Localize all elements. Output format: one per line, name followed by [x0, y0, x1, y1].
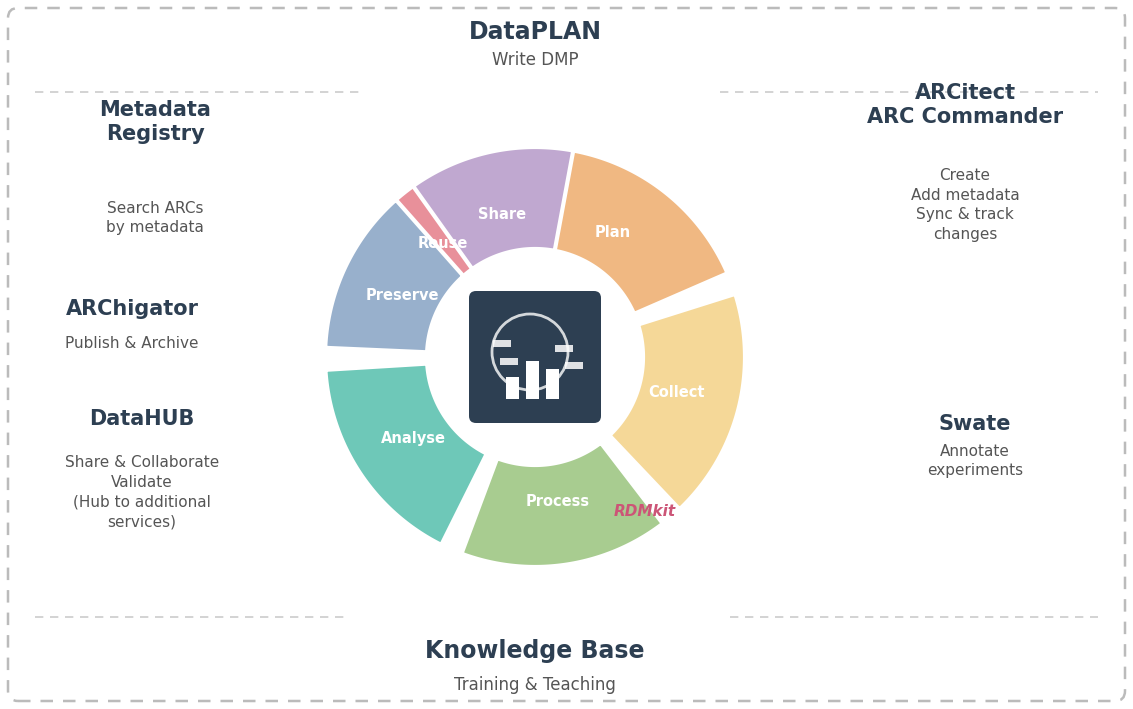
Bar	[546, 369, 559, 399]
Bar	[500, 358, 518, 365]
Polygon shape	[461, 442, 663, 567]
Bar	[506, 377, 519, 399]
Text: ARCitect
ARC Commander: ARCitect ARC Commander	[867, 83, 1063, 127]
Bar	[555, 345, 573, 352]
Bar	[493, 340, 511, 347]
Text: Analyse: Analyse	[381, 431, 446, 446]
Polygon shape	[325, 364, 487, 545]
Text: Metadata
Registry: Metadata Registry	[99, 100, 211, 144]
Text: Search ARCs
by metadata: Search ARCs by metadata	[107, 201, 204, 235]
Text: Publish & Archive: Publish & Archive	[66, 337, 198, 352]
Polygon shape	[610, 294, 746, 509]
Text: Process: Process	[526, 494, 590, 509]
Text: Annotate
experiments: Annotate experiments	[927, 444, 1023, 479]
Text: Reuse: Reuse	[418, 236, 468, 251]
Text: Knowledge Base: Knowledge Base	[425, 639, 645, 663]
Text: Swate: Swate	[939, 414, 1012, 434]
Polygon shape	[325, 200, 463, 352]
Bar	[565, 362, 583, 369]
Text: Preserve: Preserve	[366, 288, 440, 303]
Polygon shape	[414, 147, 573, 269]
Text: ARChigator: ARChigator	[66, 299, 198, 319]
Polygon shape	[340, 150, 517, 318]
Bar	[526, 361, 539, 399]
Text: DataHUB: DataHUB	[90, 409, 195, 429]
Text: Create
Add metadata
Sync & track
changes: Create Add metadata Sync & track changes	[911, 168, 1020, 242]
Text: DataPLAN: DataPLAN	[469, 20, 602, 44]
Text: RDMkit: RDMkit	[614, 505, 676, 520]
Text: Collect: Collect	[649, 385, 705, 400]
Text: Plan: Plan	[595, 225, 631, 240]
Text: Share & Collaborate
Validate
(Hub to additional
services): Share & Collaborate Validate (Hub to add…	[65, 454, 219, 529]
Text: Share: Share	[478, 207, 526, 222]
FancyBboxPatch shape	[469, 291, 600, 423]
Text: Training & Teaching: Training & Teaching	[454, 676, 616, 694]
Text: Write DMP: Write DMP	[492, 51, 578, 69]
Polygon shape	[522, 147, 727, 314]
Circle shape	[431, 253, 639, 461]
